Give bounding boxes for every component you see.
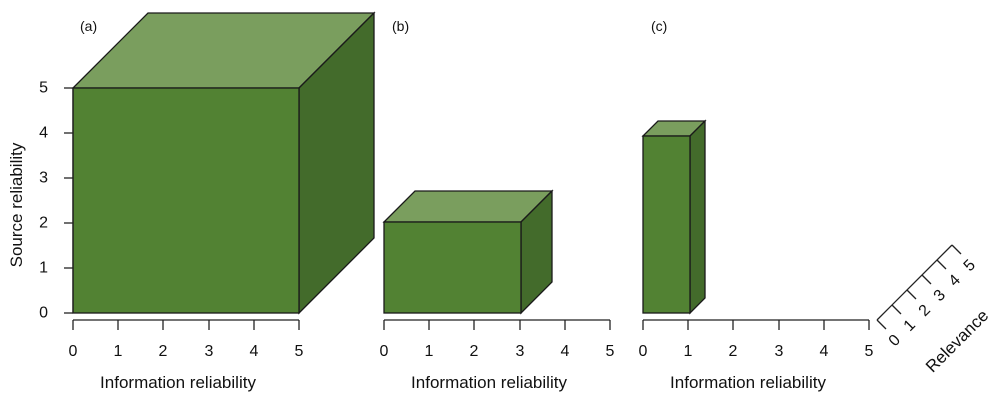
panel-c-x-tick-label: 0 <box>639 343 648 360</box>
panel-a-label: (a) <box>80 18 97 34</box>
panel-c-box-side <box>689 119 706 315</box>
panel-c-x-tick-label: 5 <box>865 343 874 360</box>
panel-b-x-axis-label: Information reliability <box>411 373 567 392</box>
panel-a-x-tick-label: 0 <box>69 343 78 360</box>
panel-b-x-tick-label: 5 <box>606 343 615 360</box>
panel-c: (c) 0 1 2 3 4 5 Information reliability <box>639 18 874 392</box>
panel-a-x-ticks: 0 1 2 3 4 5 <box>69 320 304 360</box>
panel-b-box-front <box>383 221 522 314</box>
relevance-tick-label: 4 <box>946 272 964 290</box>
relevance-tick-mark <box>906 289 917 300</box>
panel-a: (a) 0 1 2 3 4 5 Source reliability <box>7 11 376 392</box>
panel-a-box <box>71 11 376 315</box>
panel-b-label: (b) <box>392 18 409 34</box>
panel-c-x-tick-label: 4 <box>820 343 829 360</box>
panel-b: (b) 0 1 2 3 4 5 Information reliability <box>380 18 615 392</box>
panel-b-x-ticks: 0 1 2 3 4 5 <box>380 320 615 360</box>
relevance-tick-mark <box>951 244 962 255</box>
relevance-tick-mark <box>876 319 887 330</box>
panel-b-x-tick-label: 3 <box>516 343 525 360</box>
panel-c-x-ticks: 0 1 2 3 4 5 <box>639 320 874 360</box>
relevance-tick-label: 3 <box>931 287 949 305</box>
panel-c-x-tick-label: 3 <box>775 343 784 360</box>
relevance-tick-label: 2 <box>916 302 934 320</box>
relevance-tick-mark <box>891 304 902 315</box>
panel-a-x-tick-label: 4 <box>250 343 259 360</box>
panel-b-x-tick-label: 1 <box>425 343 434 360</box>
relevance-tick-mark <box>936 259 947 270</box>
panel-c-box-front <box>642 135 691 314</box>
panel-b-x-tick-label: 2 <box>470 343 479 360</box>
panel-a-y-tick-label: 2 <box>39 215 48 232</box>
panel-c-x-axis-label: Information reliability <box>670 373 826 392</box>
panel-a-x-tick-label: 1 <box>114 343 123 360</box>
panel-a-x-axis-label: Information reliability <box>100 373 256 392</box>
relevance-axis: 0 1 2 3 4 5 Relevance <box>876 244 989 376</box>
panel-c-x-tick-label: 1 <box>684 343 693 360</box>
panel-b-box <box>382 189 554 315</box>
panel-a-y-tick-label: 4 <box>39 125 48 142</box>
panel-a-y-ticks: 0 1 2 3 4 5 <box>39 80 73 322</box>
panel-b-x-tick-label: 0 <box>380 343 389 360</box>
panel-c-label: (c) <box>651 18 667 34</box>
panel-a-y-tick-label: 0 <box>39 305 48 322</box>
panel-c-x-tick-label: 2 <box>729 343 738 360</box>
relevance-axis-label: Relevance <box>922 306 989 376</box>
panel-a-x-tick-label: 3 <box>205 343 214 360</box>
panel-a-y-axis-label: Source reliability <box>7 142 26 267</box>
relevance-axis-line <box>876 244 953 321</box>
panel-a-y-tick-label: 1 <box>39 260 48 277</box>
panel-c-box <box>641 119 707 315</box>
relevance-tick-label: 0 <box>886 332 904 350</box>
relevance-tick-mark <box>921 274 932 285</box>
panel-a-y-tick-label: 3 <box>39 170 48 187</box>
panel-a-x-tick-label: 5 <box>295 343 304 360</box>
panel-b-x-tick-label: 4 <box>561 343 570 360</box>
relevance-tick-label: 5 <box>961 257 979 275</box>
panel-a-x-tick-label: 2 <box>159 343 168 360</box>
panel-a-box-front <box>72 87 300 314</box>
relevance-tick-label: 1 <box>901 317 919 335</box>
panel-a-y-tick-label: 5 <box>39 80 48 97</box>
